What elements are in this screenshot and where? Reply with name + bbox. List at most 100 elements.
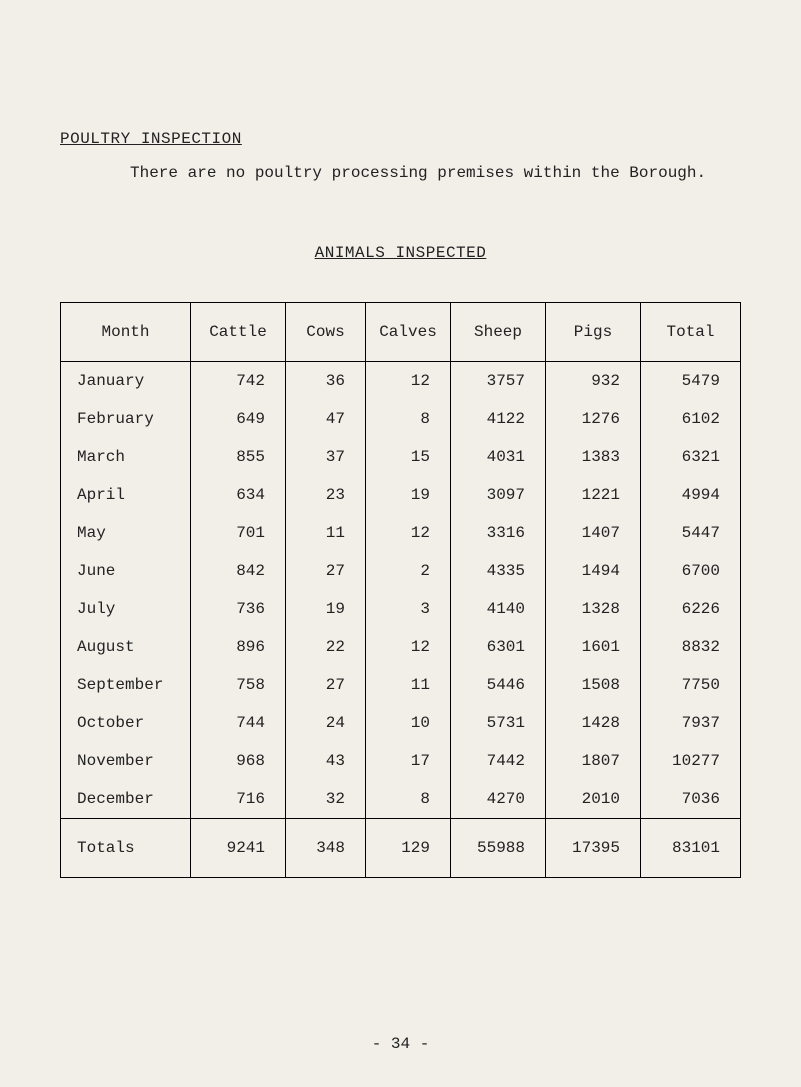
cell-value: 758: [191, 666, 286, 704]
cell-value: 7442: [451, 742, 546, 780]
page-number: - 34 -: [0, 1035, 801, 1053]
cell-value: 968: [191, 742, 286, 780]
col-sheep: Sheep: [451, 303, 546, 362]
cell-value: 8: [366, 400, 451, 438]
cell-value: 5446: [451, 666, 546, 704]
cell-value: 5447: [641, 514, 741, 552]
cell-month: June: [61, 552, 191, 590]
totals-calves: 129: [366, 819, 451, 878]
cell-value: 1221: [546, 476, 641, 514]
totals-label: Totals: [61, 819, 191, 878]
col-pigs: Pigs: [546, 303, 641, 362]
cell-value: 17: [366, 742, 451, 780]
cell-value: 24: [286, 704, 366, 742]
cell-value: 744: [191, 704, 286, 742]
col-total: Total: [641, 303, 741, 362]
cell-month: March: [61, 438, 191, 476]
table-row: June842272433514946700: [61, 552, 741, 590]
cell-month: August: [61, 628, 191, 666]
cell-value: 6102: [641, 400, 741, 438]
cell-month: November: [61, 742, 191, 780]
col-month: Month: [61, 303, 191, 362]
cell-value: 8832: [641, 628, 741, 666]
cell-value: 855: [191, 438, 286, 476]
cell-value: 15: [366, 438, 451, 476]
cell-value: 2010: [546, 780, 641, 819]
table-body: January742361237579325479February6494784…: [61, 362, 741, 819]
cell-value: 5731: [451, 704, 546, 742]
totals-cows: 348: [286, 819, 366, 878]
cell-value: 4140: [451, 590, 546, 628]
cell-value: 1508: [546, 666, 641, 704]
cell-value: 8: [366, 780, 451, 819]
intro-text: There are no poultry processing premises…: [130, 162, 741, 184]
cell-value: 4994: [641, 476, 741, 514]
cell-month: December: [61, 780, 191, 819]
cell-value: 11: [286, 514, 366, 552]
cell-value: 1807: [546, 742, 641, 780]
table-row: August8962212630116018832: [61, 628, 741, 666]
table-row: May7011112331614075447: [61, 514, 741, 552]
cell-month: April: [61, 476, 191, 514]
table-row: July736193414013286226: [61, 590, 741, 628]
cell-value: 932: [546, 362, 641, 401]
cell-month: October: [61, 704, 191, 742]
totals-pigs: 17395: [546, 819, 641, 878]
cell-value: 19: [286, 590, 366, 628]
cell-value: 6301: [451, 628, 546, 666]
cell-value: 6321: [641, 438, 741, 476]
cell-value: 3757: [451, 362, 546, 401]
table-row: September7582711544615087750: [61, 666, 741, 704]
cell-value: 1383: [546, 438, 641, 476]
cell-value: 4031: [451, 438, 546, 476]
cell-month: September: [61, 666, 191, 704]
cell-value: 32: [286, 780, 366, 819]
page: POULTRY INSPECTION There are no poultry …: [0, 0, 801, 1087]
cell-value: 3097: [451, 476, 546, 514]
animals-inspected-table: Month Cattle Cows Calves Sheep Pigs Tota…: [60, 302, 741, 878]
cell-value: 36: [286, 362, 366, 401]
cell-value: 701: [191, 514, 286, 552]
cell-value: 47: [286, 400, 366, 438]
col-cattle: Cattle: [191, 303, 286, 362]
cell-value: 19: [366, 476, 451, 514]
table-row: March8553715403113836321: [61, 438, 741, 476]
cell-value: 1328: [546, 590, 641, 628]
table-title: ANIMALS INSPECTED: [60, 244, 741, 262]
cell-value: 10277: [641, 742, 741, 780]
cell-value: 12: [366, 514, 451, 552]
cell-value: 842: [191, 552, 286, 590]
cell-value: 1276: [546, 400, 641, 438]
cell-value: 3: [366, 590, 451, 628]
cell-value: 43: [286, 742, 366, 780]
cell-value: 4270: [451, 780, 546, 819]
cell-value: 2: [366, 552, 451, 590]
totals-sheep: 55988: [451, 819, 546, 878]
section-title: POULTRY INSPECTION: [60, 130, 741, 148]
cell-value: 6226: [641, 590, 741, 628]
cell-month: January: [61, 362, 191, 401]
cell-value: 4335: [451, 552, 546, 590]
cell-value: 896: [191, 628, 286, 666]
cell-value: 1428: [546, 704, 641, 742]
cell-value: 12: [366, 362, 451, 401]
cell-value: 742: [191, 362, 286, 401]
totals-cattle: 9241: [191, 819, 286, 878]
cell-value: 1494: [546, 552, 641, 590]
cell-value: 1601: [546, 628, 641, 666]
cell-value: 736: [191, 590, 286, 628]
cell-value: 7036: [641, 780, 741, 819]
table-row: December716328427020107036: [61, 780, 741, 819]
cell-value: 27: [286, 552, 366, 590]
table-header-row: Month Cattle Cows Calves Sheep Pigs Tota…: [61, 303, 741, 362]
cell-value: 7937: [641, 704, 741, 742]
table-row: January742361237579325479: [61, 362, 741, 401]
table-row: February649478412212766102: [61, 400, 741, 438]
col-cows: Cows: [286, 303, 366, 362]
cell-value: 7750: [641, 666, 741, 704]
cell-value: 4122: [451, 400, 546, 438]
table-row: October7442410573114287937: [61, 704, 741, 742]
cell-value: 22: [286, 628, 366, 666]
cell-value: 716: [191, 780, 286, 819]
cell-month: May: [61, 514, 191, 552]
